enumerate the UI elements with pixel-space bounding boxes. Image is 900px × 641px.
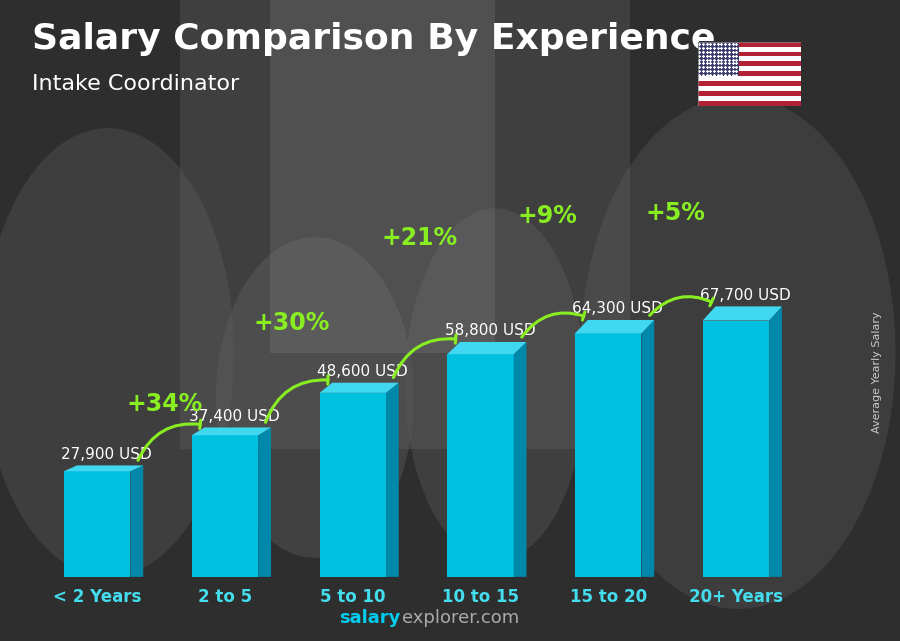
Bar: [270, 0, 495, 353]
Bar: [698, 101, 801, 106]
Polygon shape: [192, 428, 271, 435]
Bar: [575, 333, 642, 577]
Polygon shape: [386, 383, 399, 577]
Bar: [180, 0, 630, 449]
Text: 48,600 USD: 48,600 USD: [317, 364, 408, 379]
Polygon shape: [64, 465, 143, 471]
Polygon shape: [770, 306, 782, 577]
Ellipse shape: [580, 96, 896, 609]
Polygon shape: [447, 342, 526, 354]
Text: salary: salary: [339, 609, 400, 627]
Polygon shape: [642, 320, 654, 577]
Bar: [698, 42, 739, 76]
Bar: [698, 71, 801, 76]
Bar: [64, 471, 130, 577]
Bar: [698, 42, 801, 47]
Text: 67,700 USD: 67,700 USD: [700, 288, 791, 303]
Bar: [703, 320, 770, 577]
Bar: [192, 435, 258, 577]
Polygon shape: [514, 342, 526, 577]
Polygon shape: [575, 320, 654, 333]
Text: 37,400 USD: 37,400 USD: [189, 408, 280, 424]
Bar: [698, 81, 801, 86]
Text: Salary Comparison By Experience: Salary Comparison By Experience: [32, 22, 715, 56]
Polygon shape: [130, 465, 143, 577]
Bar: [698, 91, 801, 96]
Text: Average Yearly Salary: Average Yearly Salary: [872, 311, 883, 433]
Bar: [447, 354, 514, 577]
Polygon shape: [320, 383, 399, 393]
Bar: [698, 51, 801, 56]
Text: 64,300 USD: 64,300 USD: [572, 301, 663, 316]
Text: +34%: +34%: [126, 392, 202, 416]
Text: Intake Coordinator: Intake Coordinator: [32, 74, 238, 94]
Text: +5%: +5%: [645, 201, 706, 225]
Text: explorer.com: explorer.com: [402, 609, 519, 627]
Bar: [698, 62, 801, 66]
Text: +30%: +30%: [254, 311, 330, 335]
Polygon shape: [703, 306, 782, 320]
Text: +9%: +9%: [518, 204, 578, 228]
Polygon shape: [258, 428, 271, 577]
Text: +21%: +21%: [382, 226, 458, 251]
Bar: [320, 393, 386, 577]
Text: 27,900 USD: 27,900 USD: [61, 447, 152, 462]
Text: 58,800 USD: 58,800 USD: [445, 323, 536, 338]
Ellipse shape: [0, 128, 234, 577]
Ellipse shape: [216, 237, 414, 558]
Ellipse shape: [405, 208, 585, 561]
